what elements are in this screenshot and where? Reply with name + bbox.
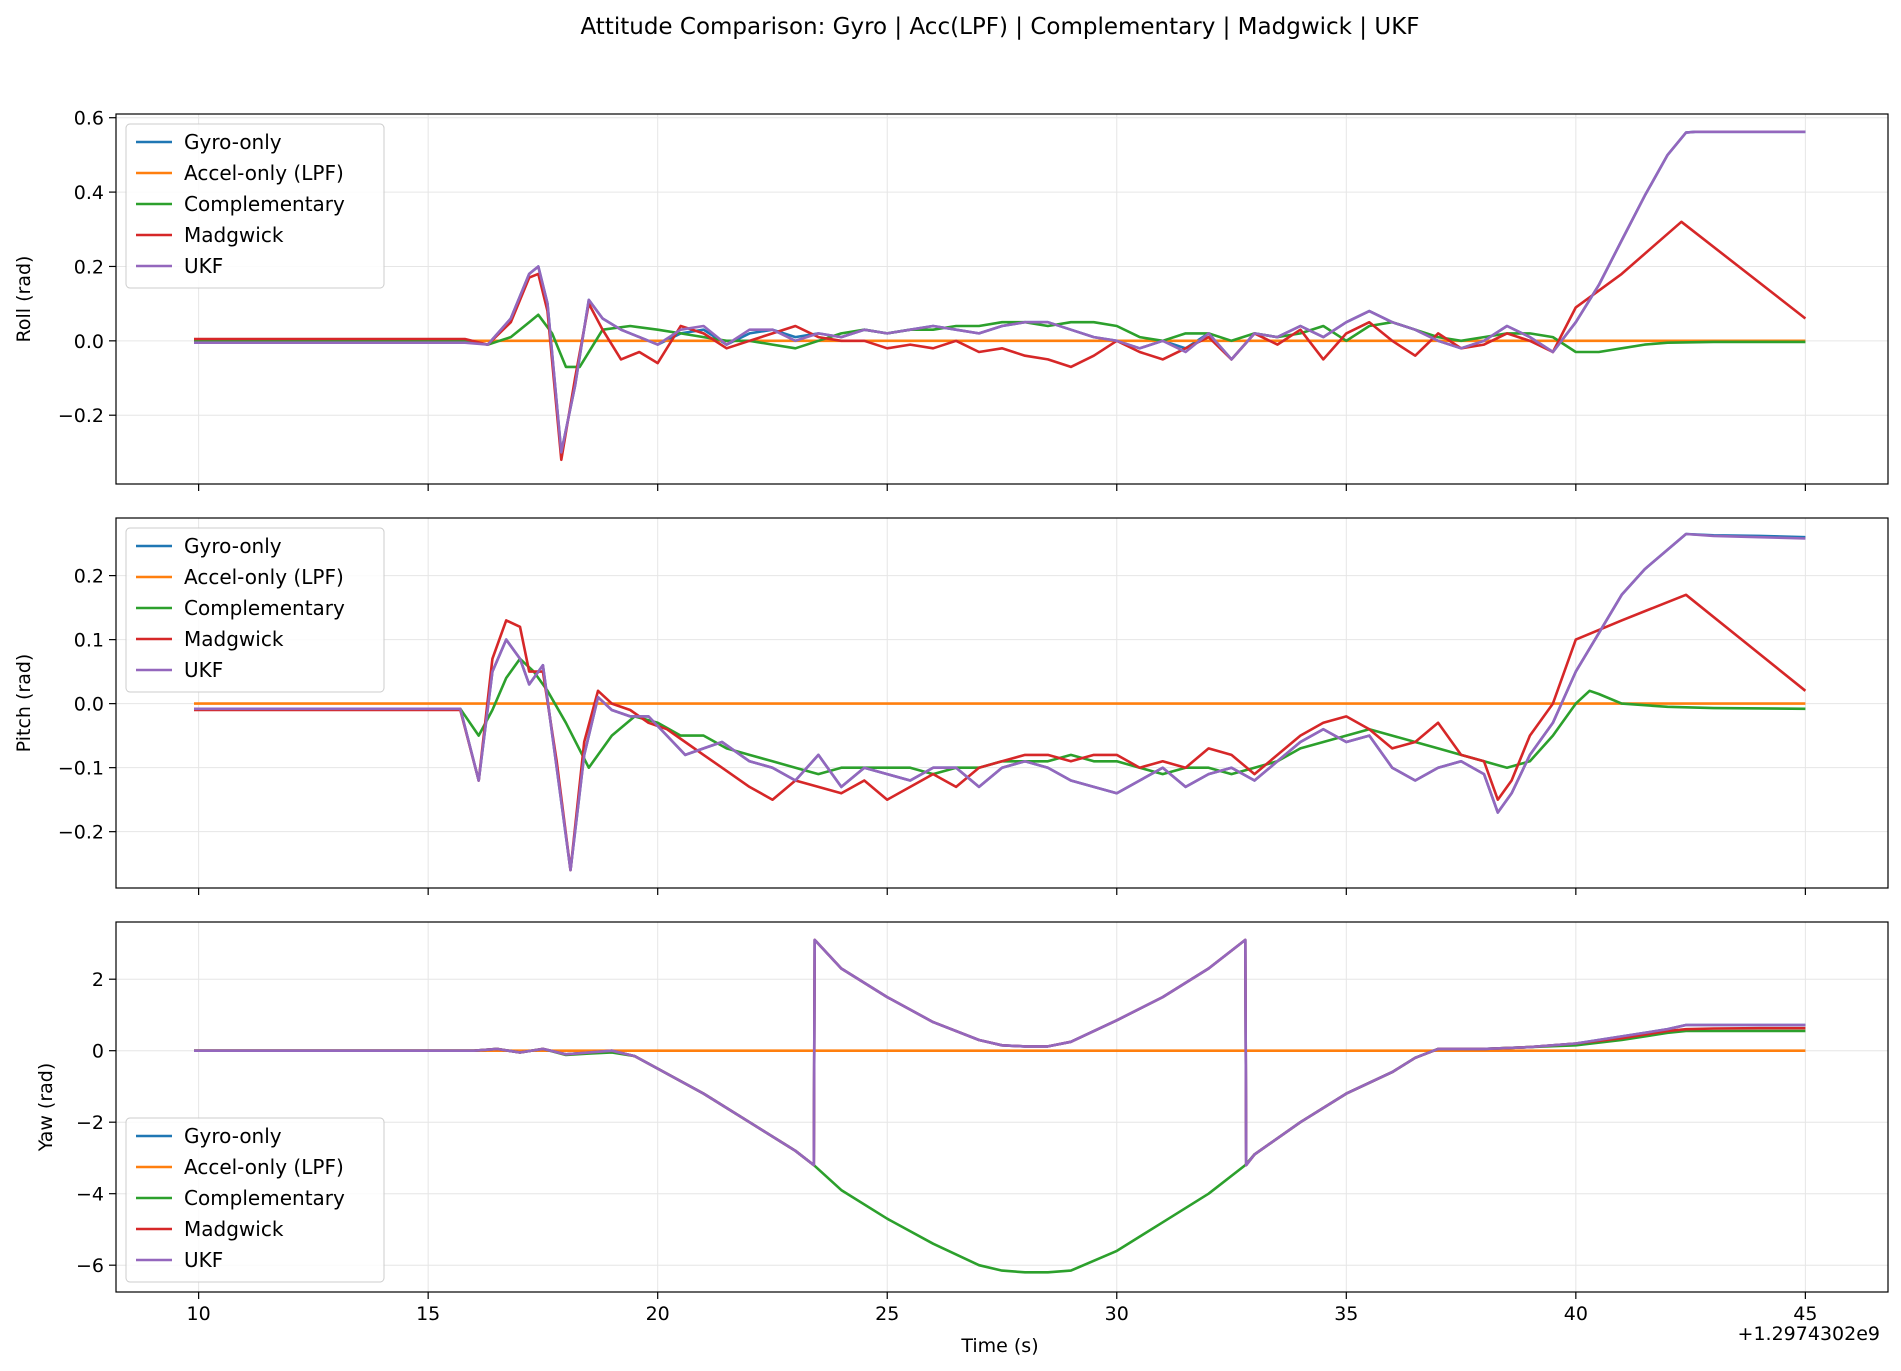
legend-label: UKF	[184, 254, 223, 278]
series-line-gyro-only	[194, 130, 1806, 454]
x-tick-label: 15	[416, 1303, 440, 1325]
x-tick-label: 30	[1105, 1303, 1129, 1325]
legend-label: Gyro-only	[184, 1124, 282, 1148]
y-tick-label: −0.2	[58, 822, 104, 844]
legend-label: Accel-only (LPF)	[184, 161, 344, 185]
series-line-madgwick	[194, 220, 1807, 462]
figure-title: Attitude Comparison: Gyro | Acc(LPF) | C…	[580, 14, 1419, 40]
axes-panel-1: −0.2 0.0 0.2 0.4 0.6 Roll (rad) Gyro-only Accel…	[13, 108, 1889, 491]
x-tick-label: 10	[187, 1303, 211, 1325]
series-line-ukf	[194, 130, 1806, 454]
legend-label: Gyro-only	[184, 130, 282, 154]
legend-label: Accel-only (LPF)	[184, 565, 344, 589]
series-line-ukf	[194, 938, 1806, 1167]
y-tick-label: 0.2	[74, 256, 104, 278]
axes-panel-3: 10 15 20 25 30 35 40 45 −6 −4 −2 0 2 Yaw (rad) Gyro-on…	[35, 921, 1889, 1325]
y-tick-label: −2	[76, 1112, 104, 1134]
series-line-gyro-only	[194, 938, 1806, 1167]
legend-label: Madgwick	[184, 1217, 284, 1241]
axes-frame	[115, 113, 1889, 485]
legend-box	[125, 123, 385, 289]
series-line-madgwick	[194, 938, 1806, 1167]
x-tick-label: 40	[1564, 1303, 1588, 1325]
legend-label: Complementary	[184, 192, 345, 216]
series-line-madgwick	[194, 593, 1807, 872]
axes-frame	[115, 921, 1889, 1293]
y-tick-label: 0.0	[74, 694, 104, 716]
series-line-ukf	[194, 532, 1806, 872]
legend-label: Madgwick	[184, 223, 284, 247]
y-tick-label: 0	[92, 1041, 104, 1063]
y-axis-label: Yaw (rad)	[35, 1063, 57, 1153]
x-axis-label: Time (s)	[960, 1335, 1038, 1357]
y-tick-label: −4	[76, 1184, 104, 1206]
y-tick-label: −0.1	[58, 758, 104, 780]
y-tick-label: 0.2	[74, 566, 104, 588]
axes-panel-2: −0.2 −0.1 0.0 0.1 0.2 Pitch (rad) Gyro-only Acc…	[13, 517, 1889, 895]
y-tick-label: 0.6	[74, 108, 104, 130]
legend: Gyro-only Accel-only (LPF) Complementary Ma…	[125, 527, 385, 693]
y-tick-label: 0.1	[74, 630, 104, 652]
legend-label: Accel-only (LPF)	[184, 1155, 344, 1179]
legend-box	[125, 1117, 385, 1283]
y-tick-label: −6	[76, 1255, 104, 1277]
x-tick-label: 20	[646, 1303, 670, 1325]
y-axis-label: Roll (rad)	[13, 256, 35, 343]
y-tick-label: 2	[92, 969, 104, 991]
series-line-complementary	[194, 1029, 1806, 1274]
legend-label: Gyro-only	[184, 534, 282, 558]
series-line-gyro-only	[194, 532, 1806, 872]
legend: Gyro-only Accel-only (LPF) Complementary Ma…	[125, 1117, 385, 1283]
legend-label: Complementary	[184, 1186, 345, 1210]
series-group	[194, 130, 1807, 462]
legend-label: UKF	[184, 1248, 223, 1272]
x-offset-text: +1.2974302e9	[1738, 1323, 1880, 1345]
axes-frame	[115, 517, 1889, 889]
x-tick-label: 45	[1793, 1303, 1817, 1325]
x-tick-label: 25	[875, 1303, 899, 1325]
legend-box	[125, 527, 385, 693]
y-tick-label: 0.4	[74, 182, 104, 204]
series-group	[194, 532, 1807, 872]
legend: Gyro-only Accel-only (LPF) Complementary Ma…	[125, 123, 385, 289]
x-tick-label: 35	[1334, 1303, 1358, 1325]
legend-label: UKF	[184, 658, 223, 682]
series-group	[194, 938, 1806, 1274]
legend-label: Madgwick	[184, 627, 284, 651]
series-line-complementary	[194, 657, 1806, 776]
axes-root: −0.2 0.0 0.2 0.4 0.6 Roll (rad) Gyro-only Accel…	[13, 108, 1889, 1325]
y-axis-label: Pitch (rad)	[13, 654, 35, 753]
y-tick-label: −0.2	[58, 405, 104, 427]
legend-label: Complementary	[184, 596, 345, 620]
y-tick-label: 0.0	[74, 331, 104, 353]
